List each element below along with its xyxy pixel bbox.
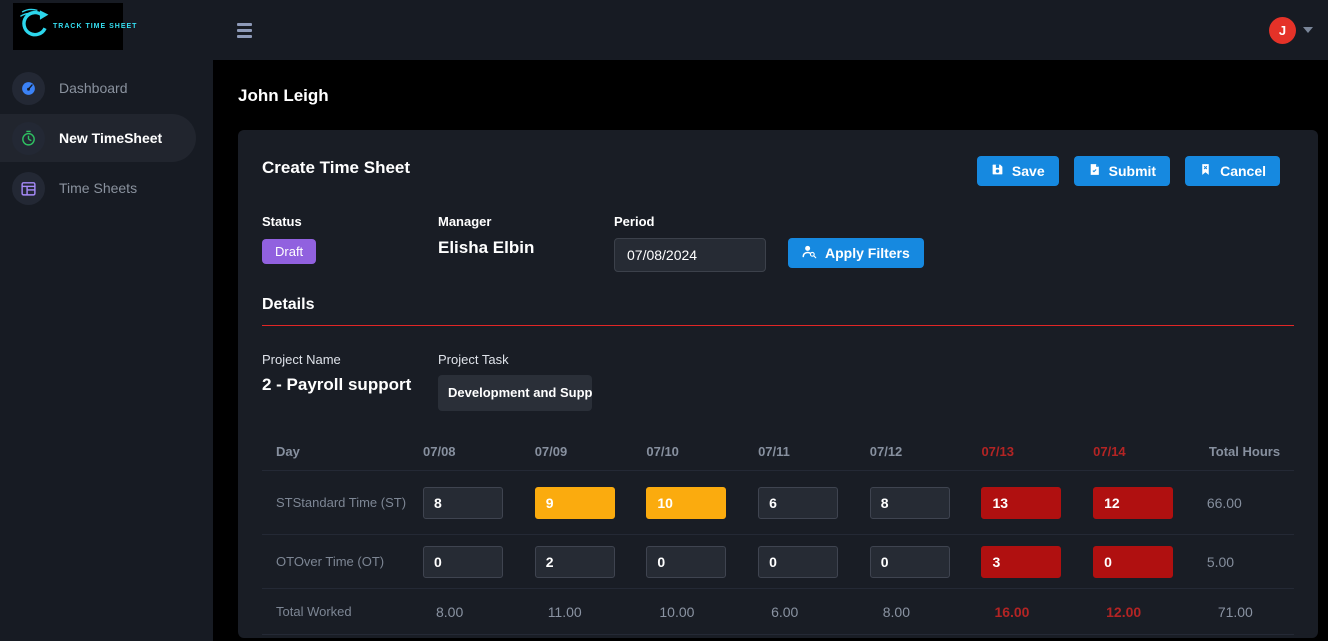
ot-hours-input[interactable] xyxy=(423,545,503,578)
day-total: 6.00 xyxy=(771,603,799,620)
hamburger-menu-icon[interactable] xyxy=(237,22,252,38)
cancel-button[interactable]: Cancel xyxy=(1185,156,1280,186)
st-row-total: 66.00 xyxy=(1206,494,1242,511)
project-task-label: Project Task xyxy=(438,352,509,367)
logo-swoosh-icon xyxy=(17,5,51,48)
col-header-day: Day xyxy=(276,444,300,459)
sidebar-item-new-timesheet[interactable]: New TimeSheet xyxy=(0,114,196,162)
logo-text: TRACK TIME SHEET xyxy=(53,23,138,30)
sidebar-item-dashboard[interactable]: Dashboard xyxy=(0,64,196,112)
day-total-weekend: 16.00 xyxy=(994,603,1030,620)
project-name-value: 2 - Payroll support xyxy=(262,375,412,394)
gauge-icon xyxy=(12,71,45,105)
day-total-weekend: 12.00 xyxy=(1106,603,1142,620)
ot-hours-input[interactable] xyxy=(869,545,950,578)
submit-button[interactable]: Submit xyxy=(1073,156,1171,186)
save-button-label: Save xyxy=(1011,163,1045,179)
app-logo[interactable]: TRACK TIME SHEET xyxy=(13,3,136,50)
apply-filters-label: Apply Filters xyxy=(825,245,910,261)
details-heading: Details xyxy=(262,296,315,313)
manager-value: Elisha Elbin xyxy=(438,238,535,257)
ot-hours-input[interactable] xyxy=(758,545,839,578)
main-content: John Leigh Create Time Sheet Save xyxy=(213,60,1328,641)
project-task-select[interactable]: Development and Support xyxy=(438,375,592,411)
ot-hours-input[interactable] xyxy=(534,545,615,578)
status-label: Status xyxy=(262,214,302,229)
sidebar-item-time-sheets[interactable]: Time Sheets xyxy=(0,164,196,212)
timesheet-table: Day 07/08 07/09 07/10 07/11 07/12 07/13 … xyxy=(262,433,1294,635)
person-search-icon xyxy=(802,244,817,262)
project-name-label: Project Name xyxy=(262,352,341,367)
sidebar-item-label: New TimeSheet xyxy=(59,130,163,146)
cancel-button-label: Cancel xyxy=(1220,163,1266,179)
st-hours-input[interactable] xyxy=(758,486,839,519)
spreadsheet-icon xyxy=(12,171,45,205)
sidebar-item-label: Time Sheets xyxy=(59,180,138,196)
details-divider xyxy=(262,325,1294,326)
col-header-weekend: 07/13 xyxy=(981,444,1014,459)
row-label-total-worked: Total Worked xyxy=(276,604,352,619)
ot-row-total: 5.00 xyxy=(1206,553,1235,570)
save-icon xyxy=(991,163,1004,179)
manager-label: Manager xyxy=(438,214,492,229)
col-header: 07/11 xyxy=(758,444,790,459)
submit-file-icon xyxy=(1088,163,1101,179)
st-hours-input[interactable] xyxy=(534,486,615,519)
col-header: 07/08 xyxy=(423,444,456,459)
st-hours-input[interactable] xyxy=(423,486,503,519)
col-header: 07/09 xyxy=(534,444,568,459)
col-header: 07/10 xyxy=(646,444,679,459)
period-input[interactable] xyxy=(614,238,766,272)
st-hours-input[interactable] xyxy=(1093,486,1174,519)
timer-icon xyxy=(12,121,45,155)
sidebar-nav: Dashboard New TimeSheet xyxy=(0,64,213,212)
over-time-row: OTOver Time (OT) 5.00 xyxy=(262,535,1294,589)
day-total: 10.00 xyxy=(659,603,695,620)
ot-hours-input[interactable] xyxy=(646,545,727,578)
col-header: 07/12 xyxy=(869,444,903,459)
action-buttons: Save Submit xyxy=(976,156,1280,186)
day-total: 8.00 xyxy=(882,603,910,620)
chevron-down-icon xyxy=(1303,27,1313,33)
col-header-total: Total Hours xyxy=(1208,444,1281,459)
ot-hours-input[interactable] xyxy=(981,545,1062,578)
day-total: 8.00 xyxy=(436,603,464,620)
sidebar: TRACK TIME SHEET Dashboard xyxy=(0,0,213,641)
st-hours-input[interactable] xyxy=(869,486,950,519)
day-total: 11.00 xyxy=(547,603,582,620)
sidebar-item-label: Dashboard xyxy=(59,80,128,96)
table-header-row: Day 07/08 07/09 07/10 07/11 07/12 07/13 … xyxy=(262,433,1294,471)
create-timesheet-card: Create Time Sheet Save xyxy=(238,130,1318,638)
status-badge: Draft xyxy=(262,239,317,264)
page-title: John Leigh xyxy=(238,86,329,105)
row-label-ot: OTOver Time (OT) xyxy=(276,554,385,569)
st-hours-input[interactable] xyxy=(646,486,727,519)
submit-button-label: Submit xyxy=(1108,163,1157,179)
cancel-bookmark-icon xyxy=(1199,163,1212,179)
save-button[interactable]: Save xyxy=(976,156,1059,186)
row-label-st: STStandard Time (ST) xyxy=(276,495,407,510)
avatar[interactable]: J xyxy=(1269,16,1296,44)
card-title: Create Time Sheet xyxy=(262,158,411,177)
col-header-weekend: 07/14 xyxy=(1093,444,1126,459)
st-hours-input[interactable] xyxy=(981,486,1062,519)
ot-hours-input[interactable] xyxy=(1093,545,1174,578)
apply-filters-button[interactable]: Apply Filters xyxy=(788,238,924,268)
period-label: Period xyxy=(614,214,655,229)
total-worked-row: Total Worked 8.00 11.00 10.00 6.00 8.00 … xyxy=(262,589,1294,635)
grand-total: 71.00 xyxy=(1217,603,1253,620)
standard-time-row: STStandard Time (ST) 66.00 xyxy=(262,471,1294,535)
topbar: J xyxy=(213,0,1328,60)
user-menu[interactable]: J xyxy=(1269,16,1313,44)
